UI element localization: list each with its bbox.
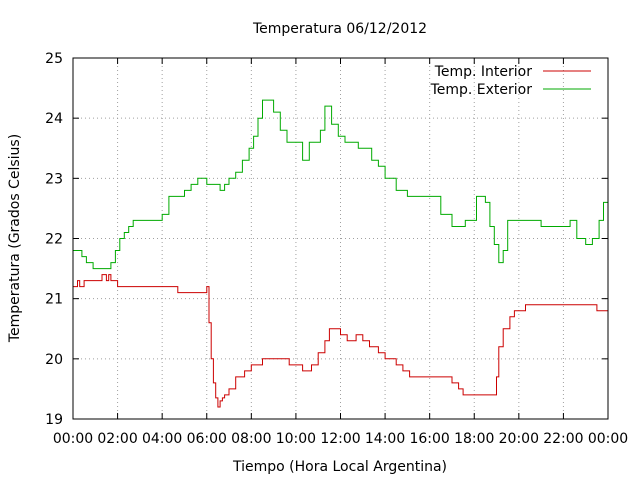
series-line-interior xyxy=(73,274,608,408)
y-axis-label: Temperatura (Grados Celsius) xyxy=(7,134,23,343)
x-tick-label: 08:00 xyxy=(231,431,271,447)
plot-frame xyxy=(72,57,609,420)
y-tick-label: 21 xyxy=(45,292,63,308)
grid xyxy=(73,58,608,419)
y-tick-label: 25 xyxy=(45,51,63,67)
x-tick-label: 12:00 xyxy=(320,431,360,447)
legend: Temp. Interior Temp. Exterior xyxy=(430,64,591,98)
x-tick-label: 18:00 xyxy=(454,431,494,447)
x-tick-label: 00:00 xyxy=(588,431,628,447)
x-tick-label: 04:00 xyxy=(142,431,182,447)
legend-label: Temp. Exterior xyxy=(430,82,533,98)
x-tick-label: 22:00 xyxy=(543,431,583,447)
y-tick-label: 22 xyxy=(45,232,63,248)
x-tick-label: 16:00 xyxy=(409,431,449,447)
x-tick-label: 20:00 xyxy=(499,431,539,447)
series-line-exterior xyxy=(73,99,609,270)
x-tick-label: 00:00 xyxy=(53,431,93,447)
x-tick-label: 10:00 xyxy=(276,431,316,447)
x-tick-label: 02:00 xyxy=(97,431,137,447)
legend-label: Temp. Interior xyxy=(434,64,533,80)
chart-title: Temperatura 06/12/2012 xyxy=(252,21,427,37)
x-tick-label: 14:00 xyxy=(365,431,405,447)
y-tick-label: 19 xyxy=(45,412,63,428)
axis-ticks: 00:00 02:00 04:00 06:00 08:00 10:00 12:00 14:00… xyxy=(45,51,628,447)
x-axis-label: Tiempo (Hora Local Argentina) xyxy=(232,459,447,475)
series-lines xyxy=(73,99,609,408)
y-tick-label: 23 xyxy=(45,171,63,187)
y-tick-label: 24 xyxy=(45,111,63,127)
x-tick-label: 06:00 xyxy=(187,431,227,447)
y-tick-label: 20 xyxy=(45,352,63,368)
